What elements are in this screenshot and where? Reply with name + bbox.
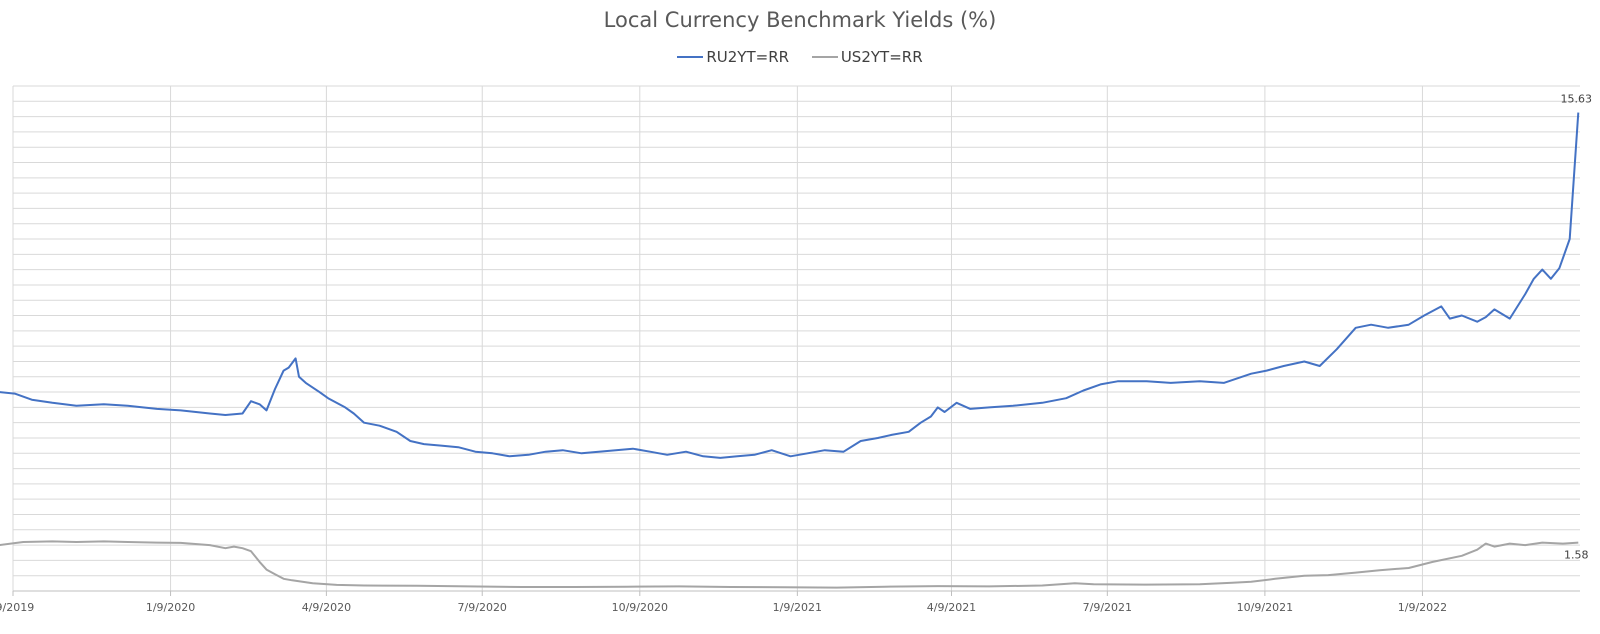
x-tick-label: 4/9/2020: [302, 601, 351, 614]
x-tick-label: 10/9/2021: [1237, 601, 1293, 614]
legend-swatch-ru2yt: [677, 55, 704, 58]
chart-title: Local Currency Benchmark Yields (%): [603, 8, 997, 32]
series-line-us2yt-rr: [0, 540, 1579, 589]
data-label-ru2yt-rr: 15.63: [1561, 93, 1593, 106]
series-line-ru2yt-rr: [0, 112, 1580, 459]
chart-legend: RU2YT=RR US2YT=RR: [0, 48, 1600, 66]
legend-label-ru2yt: RU2YT=RR: [706, 48, 790, 66]
legend-item-ru2yt: RU2YT=RR: [677, 48, 789, 66]
x-tick-label: 1/9/2020: [146, 601, 195, 614]
x-tick-label: 1/9/2022: [1398, 601, 1447, 614]
legend-label-us2yt: US2YT=RR: [840, 48, 923, 66]
x-tick-label: 10/9/2020: [612, 601, 668, 614]
data-label-us2yt-rr: 1.58: [1564, 549, 1589, 562]
x-tick-label: 7/9/2021: [1083, 601, 1132, 614]
x-tick-label: /9/2019: [0, 601, 34, 614]
x-tick-label: 7/9/2020: [458, 601, 507, 614]
legend-swatch-us2yt: [811, 55, 838, 58]
legend-item-us2yt: US2YT=RR: [811, 48, 923, 66]
x-tick-label: 4/9/2021: [927, 601, 976, 614]
x-tick-label: 1/9/2021: [773, 601, 822, 614]
